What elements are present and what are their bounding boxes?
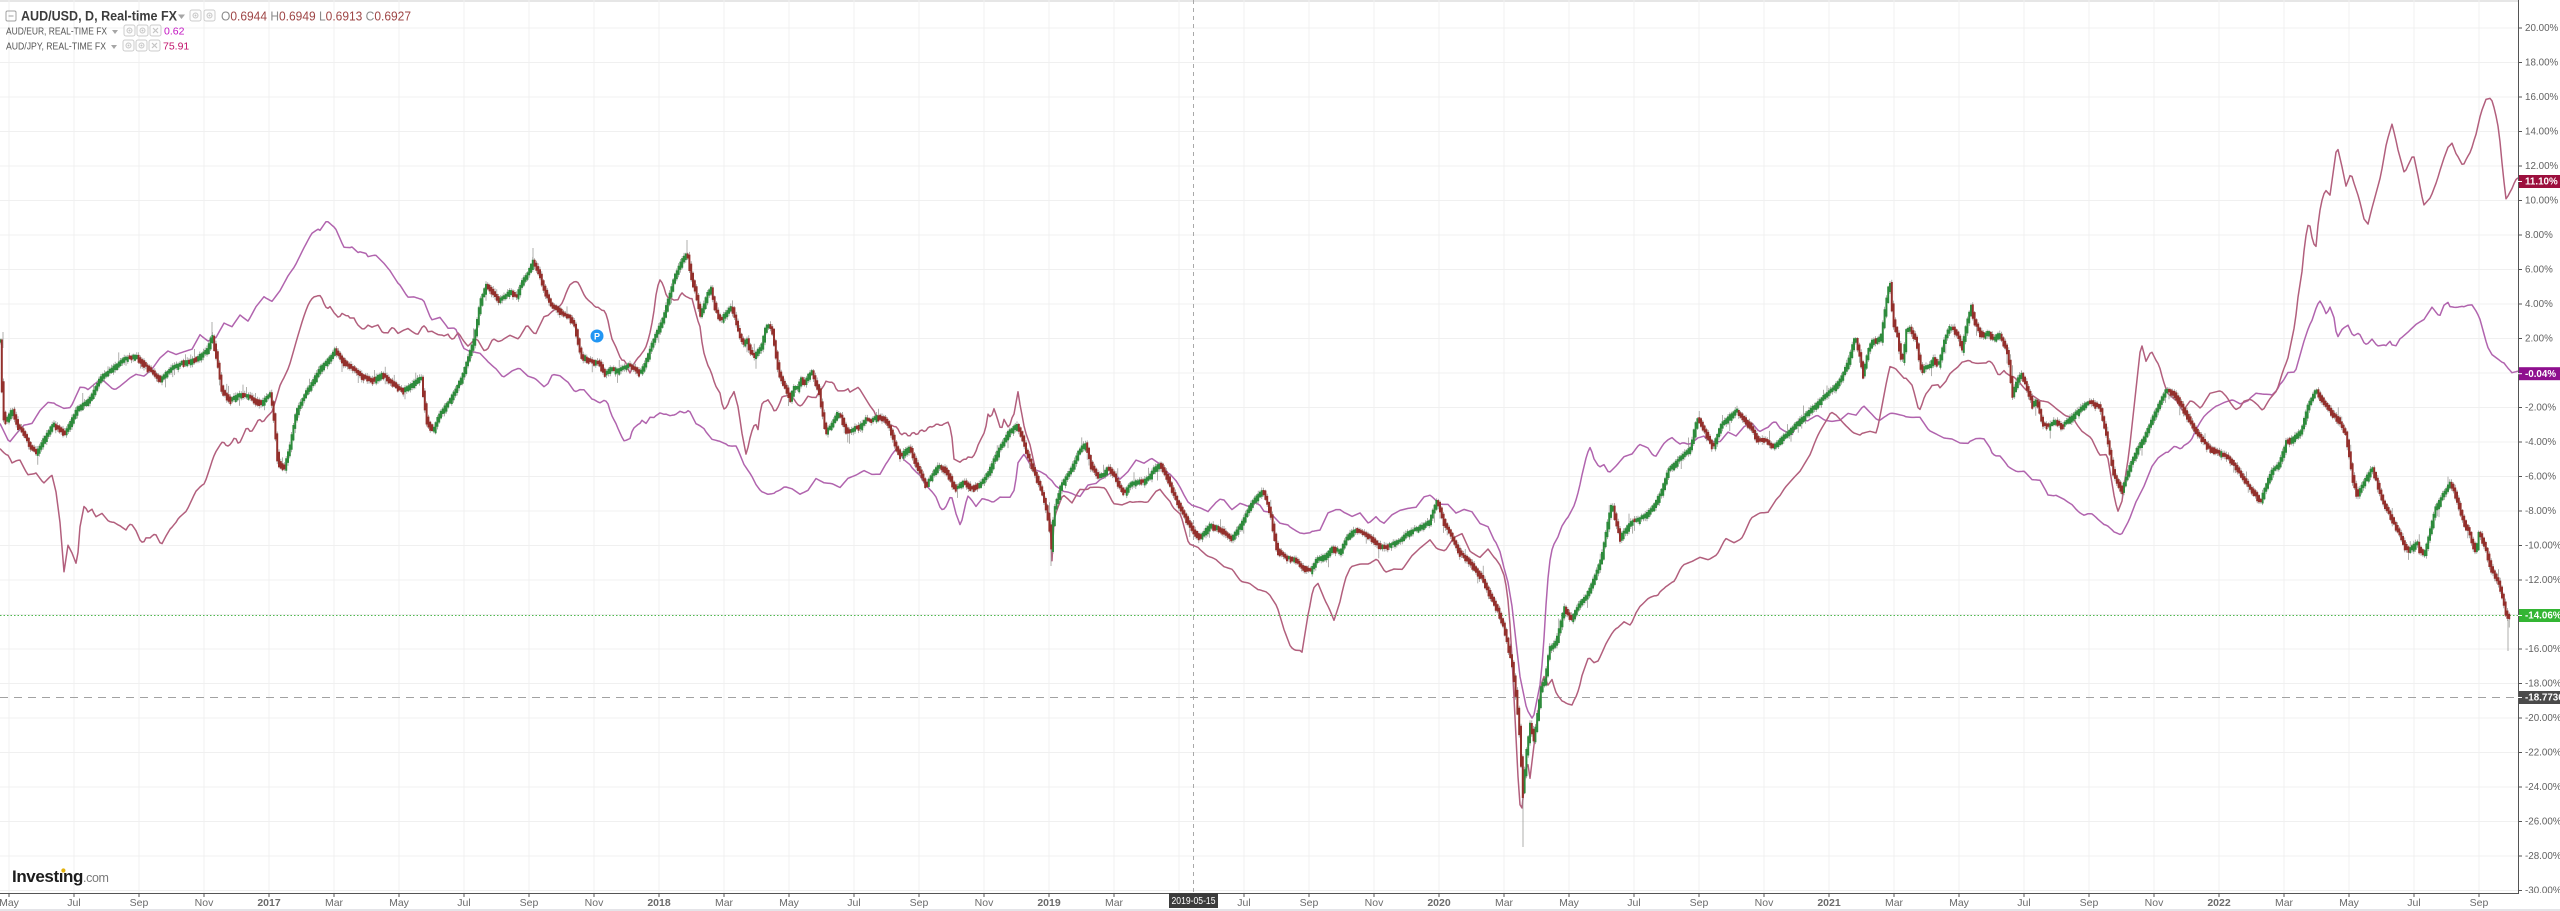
svg-text:Jul: Jul bbox=[847, 897, 860, 909]
svg-text:8.00%: 8.00% bbox=[2525, 230, 2553, 241]
svg-text:O0.6944 H0.6949 L0.6913 C0.692: O0.6944 H0.6949 L0.6913 C0.6927 bbox=[221, 9, 411, 24]
svg-text:Sep: Sep bbox=[1690, 897, 1709, 909]
svg-text:12.00%: 12.00% bbox=[2525, 161, 2559, 172]
svg-text:May: May bbox=[1949, 897, 1970, 909]
svg-text:2019-05-15: 2019-05-15 bbox=[1172, 896, 1216, 907]
svg-text:Nov: Nov bbox=[975, 897, 994, 909]
svg-text:Jul: Jul bbox=[1237, 897, 1250, 909]
svg-text:-22.00%: -22.00% bbox=[2525, 748, 2560, 759]
svg-text:2017: 2017 bbox=[257, 897, 281, 909]
svg-text:11.10%: 11.10% bbox=[2525, 177, 2558, 188]
svg-text:Sep: Sep bbox=[2080, 897, 2099, 909]
svg-text:Investıng.com: Investıng.com bbox=[12, 867, 109, 886]
svg-text:-0.04%: -0.04% bbox=[2525, 369, 2556, 380]
svg-text:2021: 2021 bbox=[1817, 897, 1841, 909]
svg-text:2.00%: 2.00% bbox=[2525, 334, 2553, 345]
svg-text:16.00%: 16.00% bbox=[2525, 92, 2559, 103]
svg-text:Nov: Nov bbox=[195, 897, 214, 909]
svg-text:Nov: Nov bbox=[2145, 897, 2164, 909]
svg-text:-20.00%: -20.00% bbox=[2525, 713, 2560, 724]
svg-text:Mar: Mar bbox=[325, 897, 344, 909]
svg-text:-10.00%: -10.00% bbox=[2525, 541, 2560, 552]
svg-text:Jul: Jul bbox=[2017, 897, 2030, 909]
svg-text:Sep: Sep bbox=[910, 897, 929, 909]
svg-text:-28.00%: -28.00% bbox=[2525, 851, 2560, 862]
svg-text:-18.00%: -18.00% bbox=[2525, 679, 2560, 690]
svg-text:AUD/USD, D, Real-time FX: AUD/USD, D, Real-time FX bbox=[21, 9, 177, 24]
svg-text:P: P bbox=[594, 332, 600, 342]
svg-text:May: May bbox=[389, 897, 410, 909]
svg-text:-14.06%: -14.06% bbox=[2525, 611, 2560, 622]
svg-text:-18.7736: -18.7736 bbox=[2525, 693, 2560, 704]
svg-text:2022: 2022 bbox=[2207, 897, 2231, 909]
svg-text:Jul: Jul bbox=[457, 897, 470, 909]
svg-text:-6.00%: -6.00% bbox=[2525, 472, 2556, 483]
svg-text:-16.00%: -16.00% bbox=[2525, 644, 2560, 655]
svg-text:Nov: Nov bbox=[1365, 897, 1384, 909]
svg-text:0.62: 0.62 bbox=[164, 26, 185, 38]
svg-text:2020: 2020 bbox=[1427, 897, 1451, 909]
svg-text:10.00%: 10.00% bbox=[2525, 196, 2559, 207]
svg-text:Jul: Jul bbox=[1627, 897, 1640, 909]
svg-text:20.00%: 20.00% bbox=[2525, 23, 2559, 34]
svg-text:-2.00%: -2.00% bbox=[2525, 403, 2556, 414]
svg-text:May: May bbox=[1559, 897, 1580, 909]
svg-text:Mar: Mar bbox=[1495, 897, 1514, 909]
svg-text:Mar: Mar bbox=[2275, 897, 2294, 909]
svg-text:2018: 2018 bbox=[647, 897, 671, 909]
svg-text:Sep: Sep bbox=[1300, 897, 1319, 909]
svg-text:-12.00%: -12.00% bbox=[2525, 575, 2560, 586]
svg-text:AUD/JPY, REAL-TIME FX: AUD/JPY, REAL-TIME FX bbox=[6, 42, 106, 53]
svg-text:Mar: Mar bbox=[715, 897, 734, 909]
svg-text:-26.00%: -26.00% bbox=[2525, 817, 2560, 828]
svg-text:2019: 2019 bbox=[1037, 897, 1061, 909]
svg-text:Nov: Nov bbox=[585, 897, 604, 909]
svg-text:May: May bbox=[779, 897, 800, 909]
svg-text:Mar: Mar bbox=[1885, 897, 1904, 909]
svg-text:4.00%: 4.00% bbox=[2525, 299, 2553, 310]
svg-text:14.00%: 14.00% bbox=[2525, 127, 2559, 138]
svg-text:May: May bbox=[2339, 897, 2360, 909]
svg-text:-30.00%: -30.00% bbox=[2525, 886, 2560, 897]
svg-text:18.00%: 18.00% bbox=[2525, 58, 2559, 69]
svg-text:Jul: Jul bbox=[2407, 897, 2420, 909]
svg-text:75.91: 75.91 bbox=[163, 41, 189, 53]
svg-text:Mar: Mar bbox=[1105, 897, 1124, 909]
svg-text:-8.00%: -8.00% bbox=[2525, 506, 2556, 517]
svg-text:Jul: Jul bbox=[67, 897, 80, 909]
svg-text:May: May bbox=[0, 897, 20, 909]
svg-text:-4.00%: -4.00% bbox=[2525, 437, 2556, 448]
svg-text:Sep: Sep bbox=[2470, 897, 2489, 909]
svg-text:Nov: Nov bbox=[1755, 897, 1774, 909]
svg-text:Sep: Sep bbox=[520, 897, 539, 909]
svg-text:Sep: Sep bbox=[130, 897, 149, 909]
svg-text:6.00%: 6.00% bbox=[2525, 265, 2553, 276]
svg-text:AUD/EUR, REAL-TIME FX: AUD/EUR, REAL-TIME FX bbox=[6, 27, 107, 38]
svg-text:-24.00%: -24.00% bbox=[2525, 782, 2560, 793]
